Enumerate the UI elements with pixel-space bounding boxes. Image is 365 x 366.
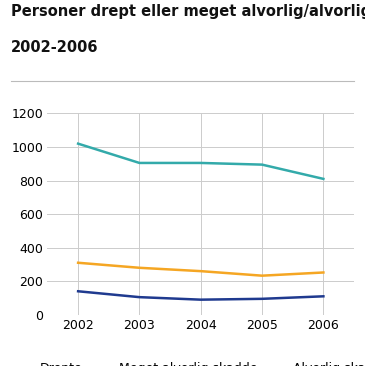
Alvorlig skadde: [260, 163, 264, 167]
Alvorlig skadde: [76, 141, 80, 146]
Line: Drepte: Drepte: [78, 263, 323, 276]
Text: 2002-2006: 2002-2006: [11, 40, 99, 55]
Legend: Drepte, Meget alvorlig skadde, Alvorlig skadde: Drepte, Meget alvorlig skadde, Alvorlig …: [7, 357, 365, 366]
Text: Personer drept eller meget alvorlig/alvorlig skadd.: Personer drept eller meget alvorlig/alvo…: [11, 4, 365, 19]
Drepte: [260, 273, 264, 278]
Drepte: [199, 269, 203, 273]
Drepte: [321, 270, 326, 274]
Drepte: [76, 261, 80, 265]
Alvorlig skadde: [321, 177, 326, 181]
Meget alvorlig skadde: [321, 294, 326, 299]
Line: Alvorlig skadde: Alvorlig skadde: [78, 143, 323, 179]
Meget alvorlig skadde: [199, 298, 203, 302]
Meget alvorlig skadde: [76, 289, 80, 294]
Line: Meget alvorlig skadde: Meget alvorlig skadde: [78, 291, 323, 300]
Meget alvorlig skadde: [137, 295, 142, 299]
Alvorlig skadde: [199, 161, 203, 165]
Meget alvorlig skadde: [260, 296, 264, 301]
Drepte: [137, 266, 142, 270]
Alvorlig skadde: [137, 161, 142, 165]
